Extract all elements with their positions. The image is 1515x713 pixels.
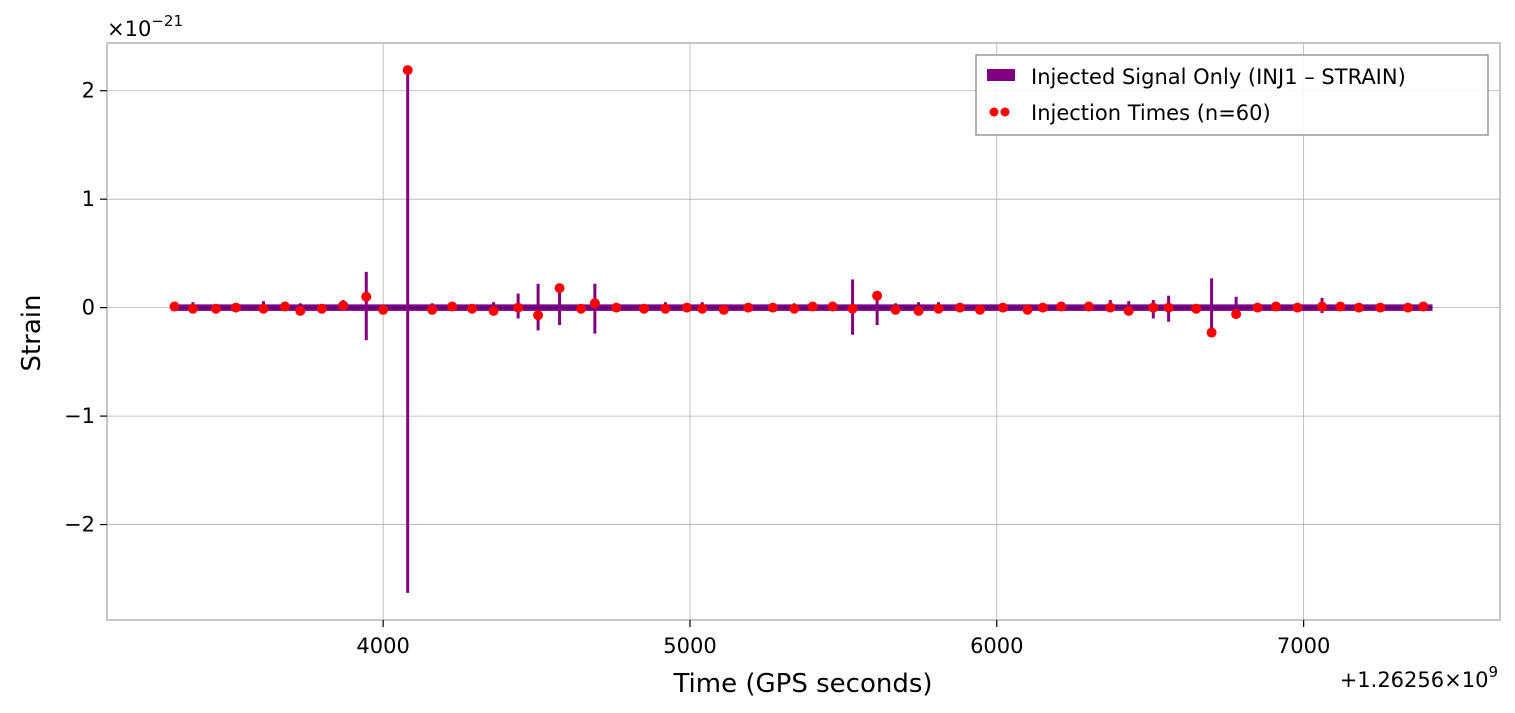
y-offset-base: ×10 — [107, 17, 151, 41]
legend: Injected Signal Only (INJ1 – STRAIN) Inj… — [975, 54, 1489, 136]
y-offset-exponent: −21 — [151, 12, 183, 30]
injection-point — [378, 304, 389, 315]
injection-point — [230, 302, 241, 313]
injection-point — [743, 302, 754, 313]
legend-signal-label: Injected Signal Only (INJ1 – STRAIN) — [1031, 65, 1406, 89]
injection-point — [1123, 305, 1134, 316]
y-tick-label: 0 — [82, 296, 95, 320]
injection-point — [954, 302, 965, 313]
injection-point — [467, 303, 478, 314]
injection-point — [1402, 302, 1413, 313]
legend-point-marker — [989, 107, 999, 117]
injection-point — [1037, 302, 1048, 313]
injection-point — [872, 290, 883, 301]
injection-point — [279, 301, 290, 312]
injection-point — [660, 303, 671, 314]
injection-point — [974, 304, 985, 315]
injection-point — [427, 304, 438, 315]
injection-point — [513, 302, 524, 313]
y-tick-label: −2 — [64, 513, 95, 537]
injection-point — [1231, 309, 1242, 320]
injection-point — [589, 298, 600, 309]
injection-point — [890, 304, 901, 315]
injection-point — [1375, 302, 1386, 313]
injection-point — [1317, 301, 1328, 312]
injection-point — [1206, 327, 1217, 338]
y-tick-label: 1 — [82, 187, 95, 211]
injection-point — [933, 303, 944, 314]
x-tick-label: 7000 — [1277, 634, 1330, 658]
injection-point — [1148, 302, 1159, 313]
injection-point — [827, 301, 838, 312]
injection-point — [533, 310, 544, 321]
injection-point — [1163, 302, 1174, 313]
injection-point — [1418, 301, 1429, 312]
injection-point — [847, 303, 858, 314]
legend-box — [975, 54, 1489, 136]
injection-point — [767, 302, 778, 313]
injection-point — [718, 304, 729, 315]
y-tick-label: 2 — [82, 79, 95, 103]
injection-point — [576, 303, 587, 314]
injection-point — [1056, 301, 1067, 312]
y-offset-text: ×10−21 — [107, 12, 183, 41]
legend-points-label: Injection Times (n=60) — [1031, 101, 1271, 125]
injection-point — [295, 305, 306, 316]
injection-point — [1191, 303, 1202, 314]
injection-point — [611, 302, 622, 313]
injection-point — [1252, 302, 1263, 313]
legend-point-marker — [1000, 107, 1010, 117]
x-offset-base: +1.26256×10 — [1340, 668, 1489, 692]
injection-point — [1271, 301, 1282, 312]
injection-point — [169, 301, 180, 312]
injection-point — [1292, 302, 1303, 313]
injection-point — [1022, 304, 1033, 315]
injection-point — [697, 303, 708, 314]
injection-point — [210, 303, 221, 314]
injection-point — [361, 291, 372, 302]
injection-point — [807, 301, 818, 312]
injection-point — [402, 65, 413, 76]
injection-points — [169, 65, 1429, 338]
x-offset-exponent: 9 — [1488, 663, 1498, 681]
injection-point — [1335, 301, 1346, 312]
injection-point — [638, 303, 649, 314]
injection-point — [997, 302, 1008, 313]
injection-point — [488, 305, 499, 316]
y-axis-label: Strain — [17, 294, 47, 371]
injection-point — [258, 303, 269, 314]
injection-point — [681, 302, 692, 313]
injection-point — [913, 305, 924, 316]
injection-point — [554, 283, 565, 294]
injection-point — [316, 303, 327, 314]
injection-point — [1083, 301, 1094, 312]
injection-point — [1353, 302, 1364, 313]
x-axis-label: Time (GPS seconds) — [672, 669, 932, 699]
injection-point — [447, 301, 458, 312]
injection-point — [187, 303, 198, 314]
axis-ticks: 4000 5000 6000 7000 −2 −1 0 1 2 — [64, 79, 1330, 658]
injection-point — [789, 303, 800, 314]
plot-frame — [106, 42, 1501, 621]
x-tick-label: 6000 — [970, 634, 1023, 658]
x-tick-label: 4000 — [356, 634, 409, 658]
legend-signal-swatch — [987, 69, 1015, 81]
x-tick-label: 5000 — [663, 634, 716, 658]
x-offset-text: +1.26256×109 — [1340, 663, 1498, 692]
y-tick-label: −1 — [64, 404, 95, 428]
injection-point — [338, 300, 349, 311]
injection-point — [1105, 302, 1116, 313]
